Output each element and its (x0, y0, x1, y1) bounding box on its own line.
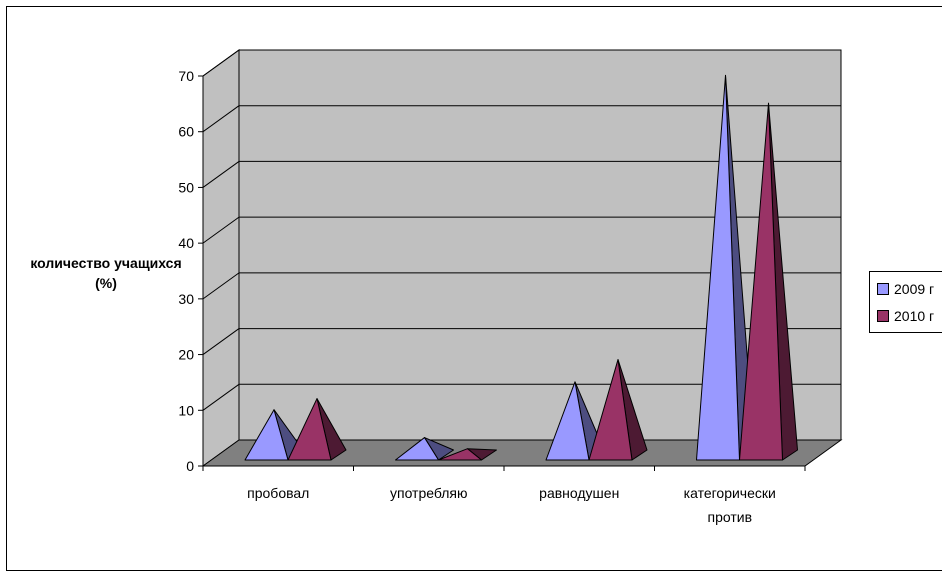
legend-swatch-2009 (877, 283, 889, 295)
y-tick-label: 0 (186, 458, 194, 474)
pyramid-2010 (739, 102, 783, 461)
gridline-side (202, 49, 240, 77)
x-tick-label: категорически (684, 485, 776, 501)
pyramid-2010 (588, 359, 633, 461)
gridline-side (202, 328, 240, 355)
gridline-side (202, 272, 240, 300)
chart-frame: 0 10 20 30 40 50 60 70 пробовал употребляю равноду… (6, 6, 942, 571)
pyramid-2009 (545, 381, 590, 461)
gridline-side (202, 161, 240, 188)
y-axis-label: количество учащихся (%) (30, 255, 182, 291)
y-tick-label: 10 (178, 402, 194, 418)
legend-item-2009: 2009 г (877, 281, 934, 297)
chart-plot: 0 10 20 30 40 50 60 70 пробовал употребляю равноду… (178, 49, 843, 525)
pyramid-2009 (395, 437, 439, 461)
legend-label-2010: 2010 г (894, 308, 935, 324)
gridline-side (202, 105, 240, 133)
legend-swatch-2010 (877, 310, 889, 322)
x-tick-label: равнодушен (539, 485, 619, 501)
pyramid-2010 (287, 398, 332, 461)
side-wall (202, 49, 240, 467)
y-tick-label: 30 (178, 291, 194, 307)
x-tick-label: против (707, 509, 752, 525)
y-tick-label: 40 (178, 235, 194, 251)
y-tick-label: 70 (178, 68, 194, 84)
legend-item-2010: 2010 г (877, 308, 934, 324)
pyramid-2009 (244, 409, 289, 461)
pyramid-2009 (696, 74, 740, 461)
legend-label-2009: 2009 г (894, 281, 935, 297)
gridline-side (202, 383, 240, 411)
gridline-side (202, 216, 240, 244)
x-tick-label: употребляю (390, 485, 468, 501)
y-tick-label: 60 (178, 124, 194, 140)
y-tick-label: 20 (178, 347, 194, 363)
x-tick-label: пробовал (247, 485, 309, 501)
legend: 2009 г 2010 г (869, 271, 942, 333)
y-tick-label: 50 (178, 179, 194, 195)
pyramid-2010 (438, 448, 482, 461)
